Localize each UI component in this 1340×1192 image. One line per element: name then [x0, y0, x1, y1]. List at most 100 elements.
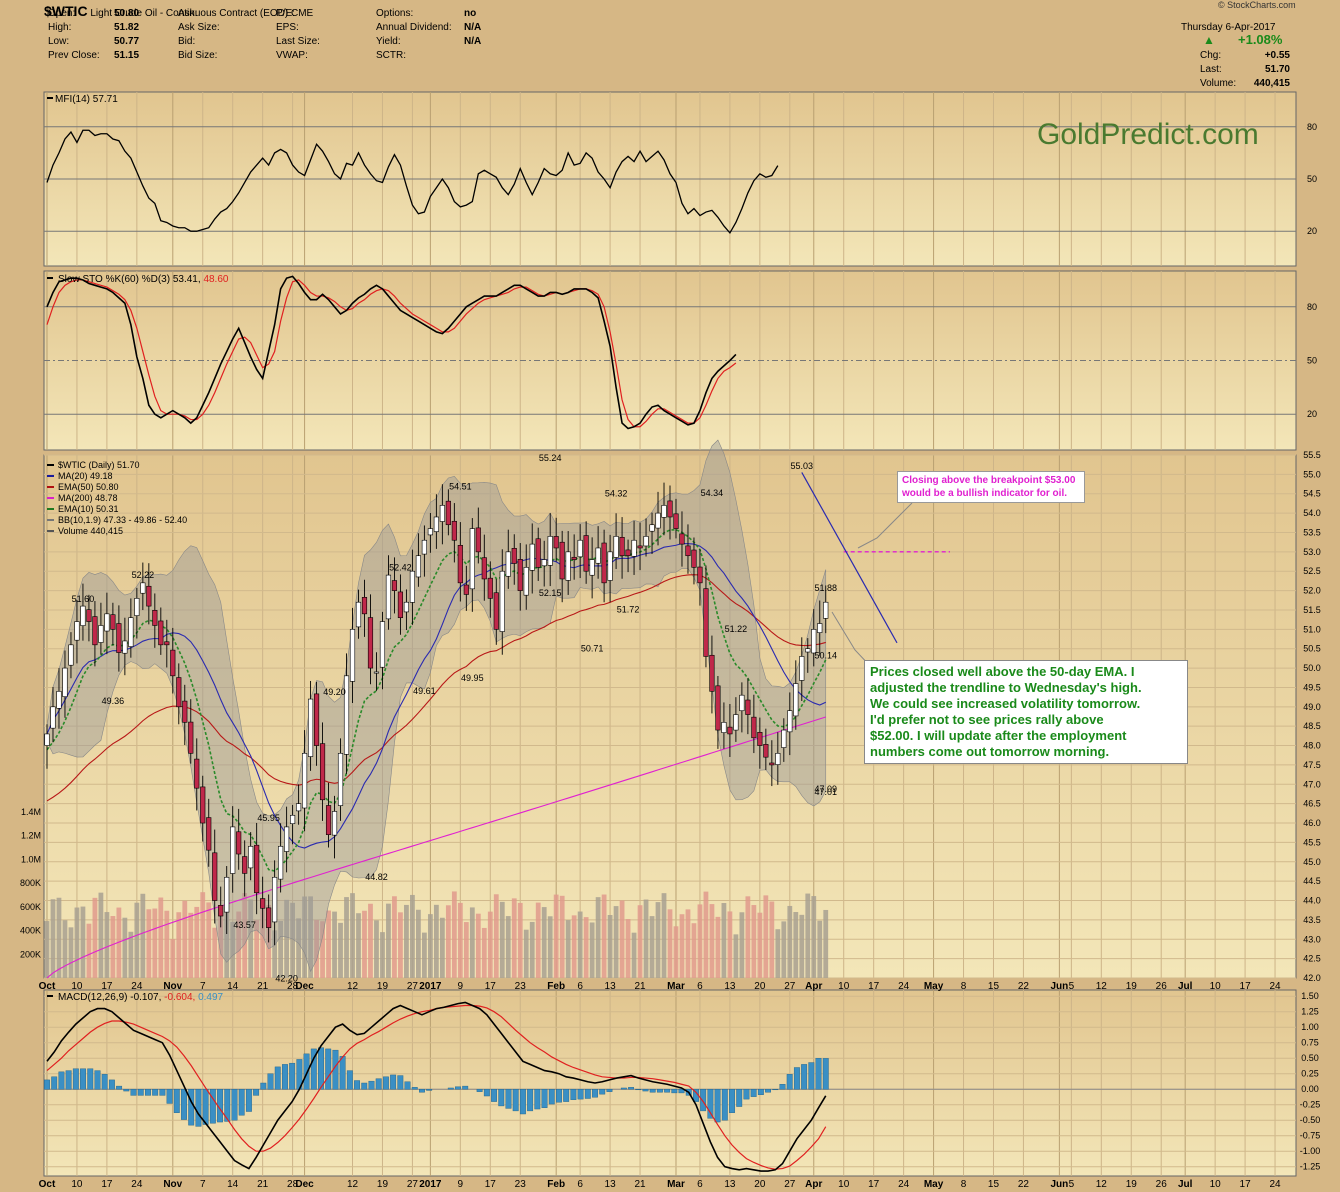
x-tick-label: 19 — [1126, 981, 1138, 992]
macd-hist-bar — [620, 1087, 627, 1090]
volume-bar — [344, 897, 349, 978]
volume-bar — [392, 896, 397, 978]
macd-hist-bar — [382, 1076, 389, 1090]
macd-hist-bar — [397, 1075, 404, 1090]
macd-hist-bar — [224, 1088, 231, 1122]
volume-bar — [643, 899, 649, 978]
candle-body — [517, 559, 523, 591]
x-tick-label: 24 — [1269, 1179, 1281, 1190]
candle-body — [176, 677, 182, 708]
x-tick-label: 12 — [1096, 1179, 1108, 1190]
quote-row: Yield: N/A — [376, 36, 481, 47]
quote-label: Options: — [376, 8, 414, 19]
mfi-tick: 80 — [1307, 122, 1317, 132]
macd-hist-bar — [534, 1088, 541, 1110]
macd-tick: 0.25 — [1301, 1069, 1319, 1079]
commentary-line-5: $52.00. I will update after the employme… — [870, 728, 1127, 743]
quote-value: 50.80 — [114, 8, 140, 19]
quote-value: 51.70 — [1264, 64, 1290, 75]
price-label: 47.09 — [814, 784, 837, 794]
macd-hist-bar — [245, 1088, 252, 1112]
x-tick-label: Apr — [805, 1179, 822, 1190]
volume-bar — [236, 911, 242, 978]
x-tick-label: Jun — [1050, 981, 1068, 992]
volume-bar — [589, 922, 595, 978]
volume-bar — [194, 906, 200, 978]
x-tick-label: Apr — [805, 981, 822, 992]
candle-body — [547, 536, 553, 566]
volume-bar — [787, 905, 793, 978]
candle-body — [397, 591, 404, 619]
volume-bar — [763, 895, 769, 978]
macd-hist-bar — [51, 1076, 58, 1090]
price-tick: 55.0 — [1303, 469, 1321, 479]
quote-row: P/E: — [276, 8, 295, 19]
sto-k-line — [46, 275, 737, 430]
quote-label: Low: — [48, 36, 70, 47]
volume-tick: 1.2M — [21, 831, 41, 841]
candle-body — [50, 706, 56, 729]
x-tick-label: Jul — [1178, 981, 1193, 992]
watermark: GoldPredict.com — [1037, 118, 1259, 151]
x-tick-label: 20 — [754, 1179, 766, 1190]
candle-body — [248, 845, 254, 869]
volume-bar — [218, 912, 224, 978]
macd-hist-bar — [426, 1088, 433, 1091]
candle-body — [439, 505, 445, 522]
volume-bar — [248, 899, 254, 978]
volume-bar — [565, 920, 571, 978]
price-tick: 48.0 — [1303, 741, 1321, 751]
candle-body — [451, 520, 457, 541]
candle-body — [733, 714, 739, 731]
volume-bar — [110, 916, 116, 978]
volume-bar — [817, 920, 823, 978]
price-tick: 44.5 — [1303, 876, 1321, 886]
macd-hist-bar — [411, 1087, 418, 1090]
mfi-tick: 50 — [1307, 174, 1317, 184]
candle-body — [565, 551, 571, 581]
volume-bar — [649, 916, 655, 978]
x-tick-label: Nov — [163, 1179, 182, 1190]
candle-body — [343, 675, 350, 755]
volume-bar — [607, 915, 613, 978]
candle-body — [775, 753, 781, 765]
candle-body — [619, 536, 625, 557]
volume-bar — [727, 911, 733, 978]
candle-body — [481, 557, 487, 580]
macd-hist-bar — [822, 1058, 829, 1090]
candle-body — [505, 551, 511, 577]
macd-hist-bar — [779, 1084, 786, 1090]
volume-bar — [559, 895, 565, 978]
candle-body — [595, 547, 601, 564]
macd-hist-bar — [757, 1088, 764, 1095]
x-tick-label: 5 — [1069, 981, 1075, 992]
macd-hist-bar — [455, 1086, 461, 1090]
ma20-line — [46, 542, 826, 849]
price-tick: 55.5 — [1303, 450, 1321, 460]
commentary-line-4: I'd prefer not to see prices rally above — [870, 712, 1104, 727]
candle-body — [511, 548, 517, 564]
macd-hist-bar — [498, 1088, 505, 1107]
volume-bar — [320, 921, 325, 978]
candle-body — [715, 685, 721, 731]
candle-body — [415, 555, 421, 578]
price-tick: 46.5 — [1303, 799, 1321, 809]
volume-bar — [188, 912, 194, 978]
mfi-line — [46, 129, 779, 235]
macd-hist-bar — [282, 1064, 288, 1090]
volume-bar — [823, 909, 829, 978]
macd-hist-bar — [736, 1088, 743, 1107]
x-tick-label: May — [924, 1179, 944, 1190]
exchange: CME — [290, 8, 314, 19]
quote-value: N/A — [464, 36, 482, 47]
macd-hist-bar — [130, 1088, 137, 1096]
quote-label: SCTR: — [376, 50, 406, 61]
price-tick: 49.5 — [1303, 682, 1321, 692]
volume-bar — [98, 892, 104, 978]
x-tick-label: 9 — [458, 1179, 464, 1190]
candle-body — [62, 667, 68, 697]
x-tick-label: 13 — [605, 981, 617, 992]
macd-legend: MACD(12,26,9) -0.107, -0.604, 0.497 — [58, 992, 224, 1003]
macd-legend-value: -0.107, — [130, 992, 164, 1003]
macd-hist-bar — [289, 1062, 296, 1090]
